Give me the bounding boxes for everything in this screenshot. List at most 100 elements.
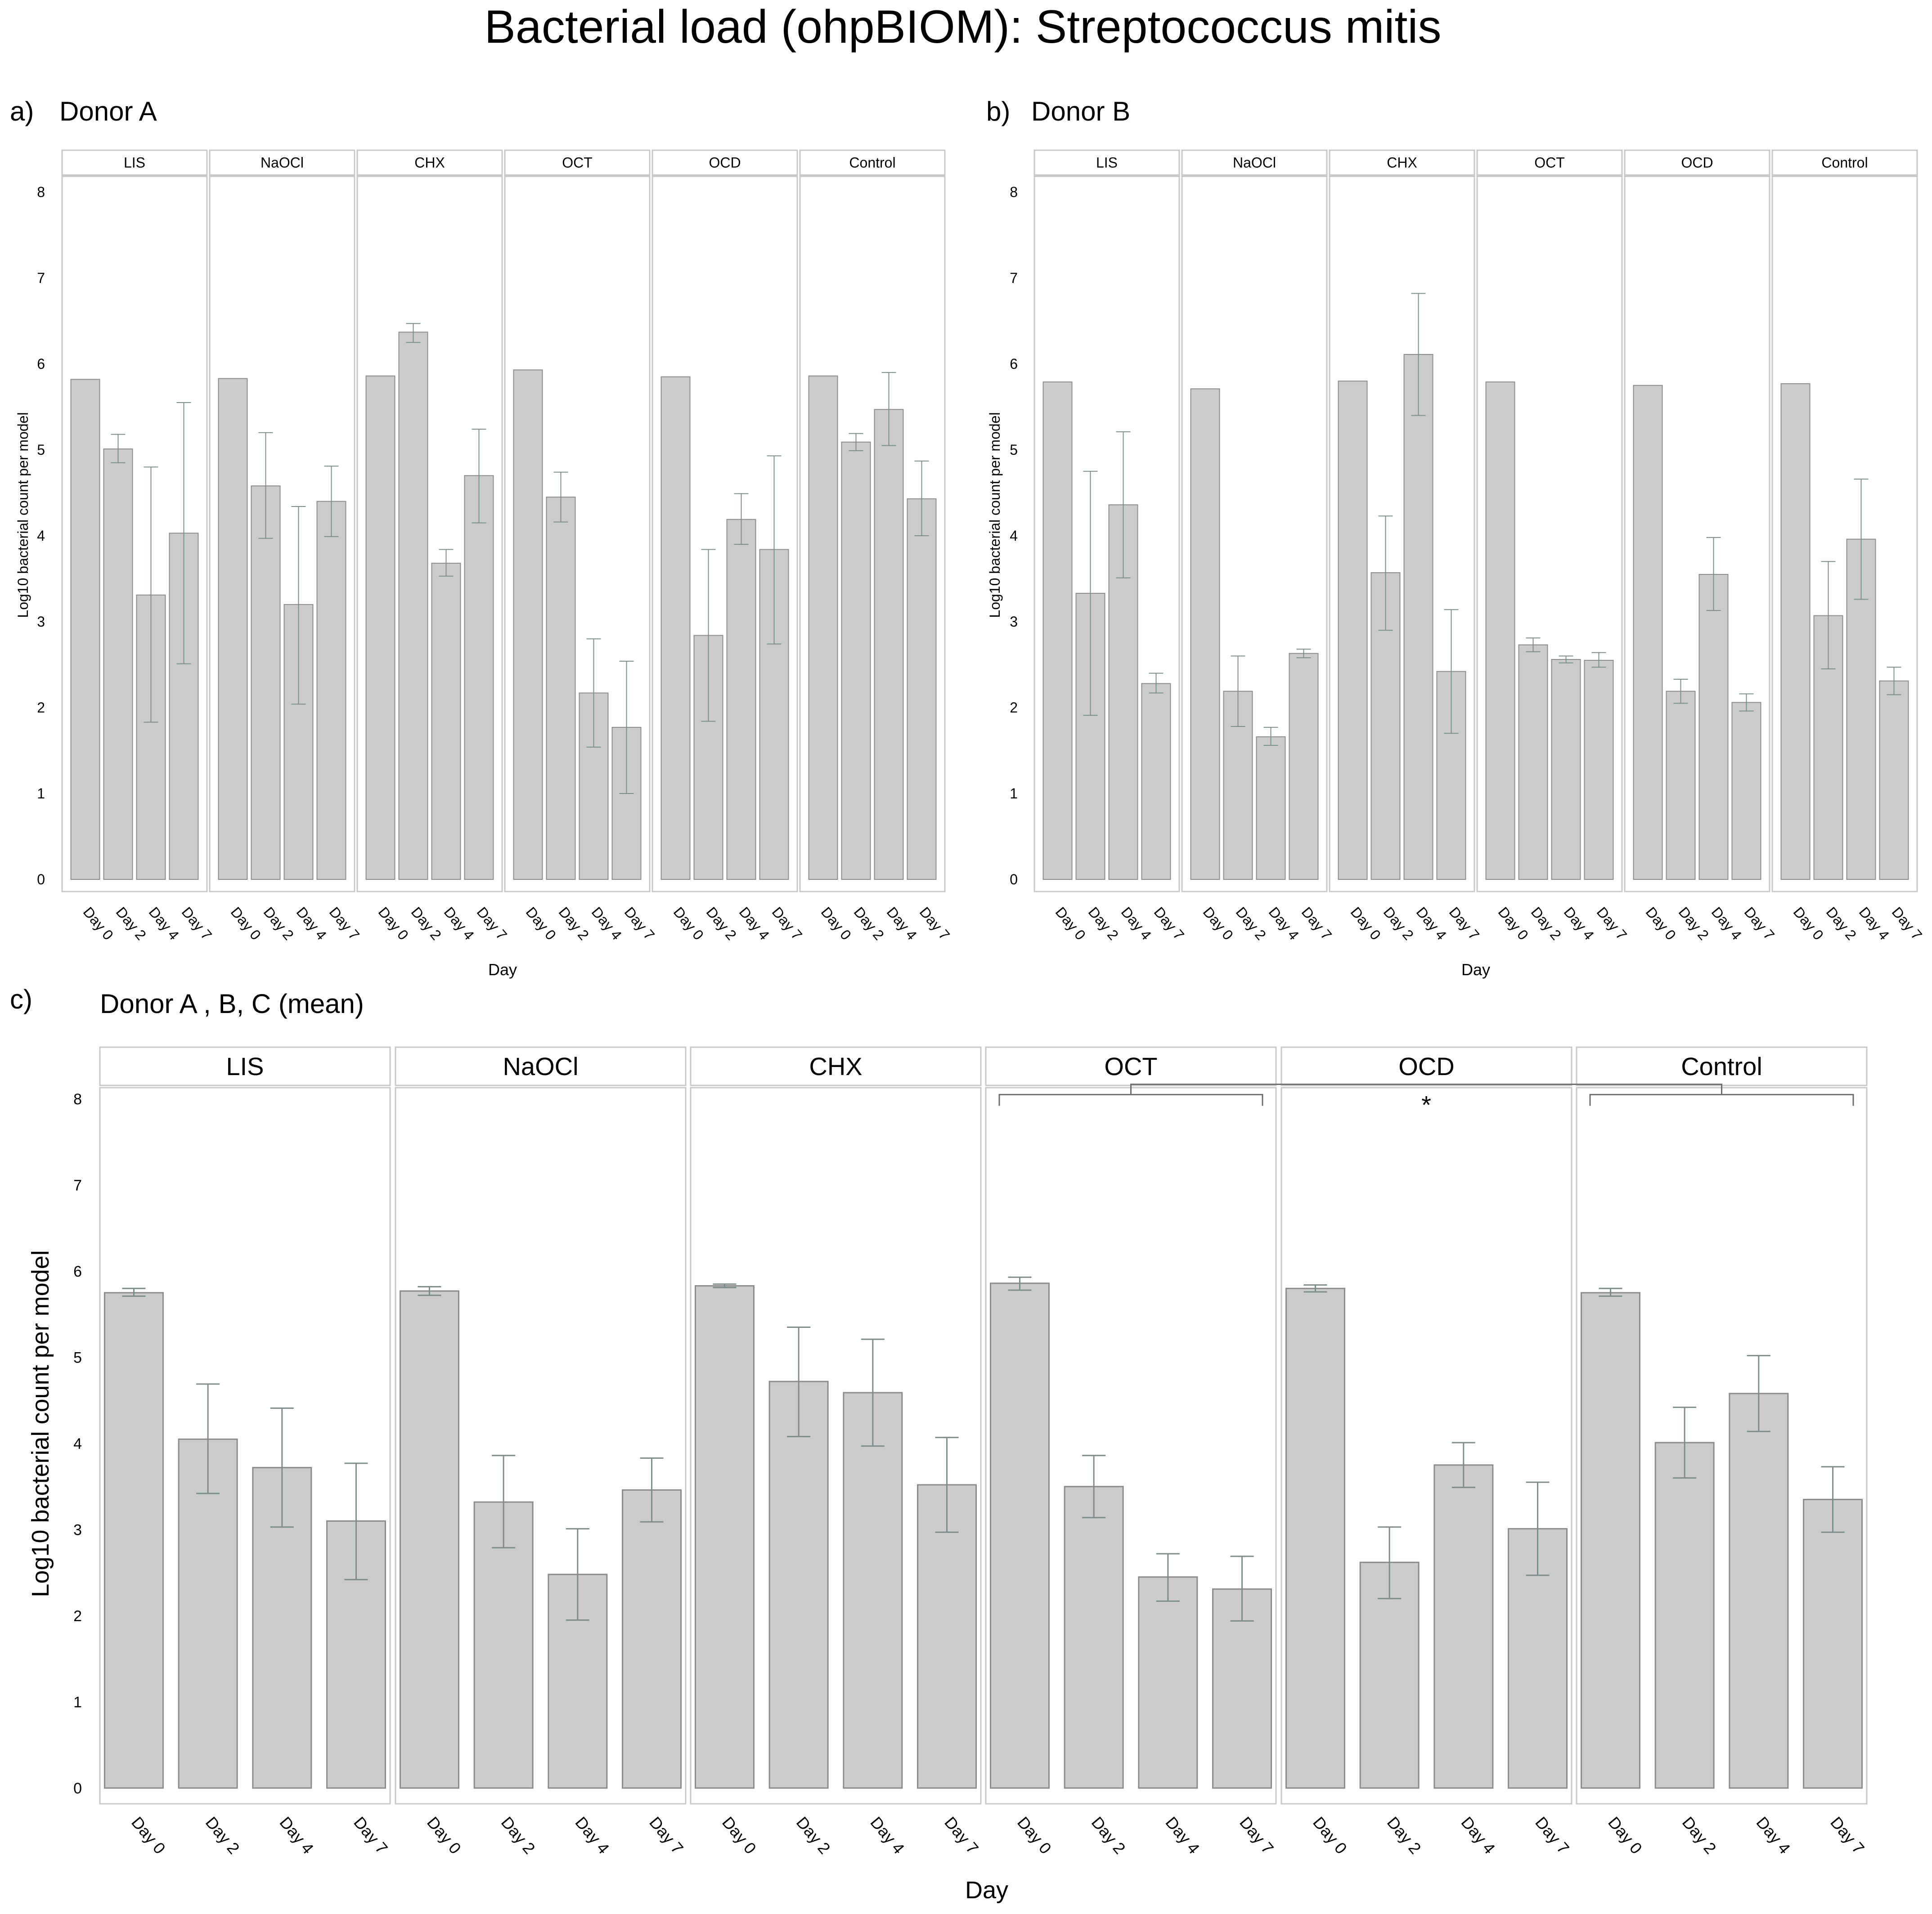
bar — [1731, 702, 1761, 880]
y-tick-label: 7 — [37, 270, 45, 286]
error-bar — [1854, 478, 1869, 600]
error-bar — [418, 1286, 441, 1296]
facet-strip-label: CHX — [809, 1052, 862, 1080]
error-bar — [1599, 1287, 1622, 1297]
error-bar — [701, 549, 716, 722]
y-tick-label: 8 — [1010, 184, 1018, 200]
y-tick-label: 7 — [73, 1177, 82, 1194]
facet-frame — [690, 1087, 982, 1805]
facet-strip-label: OCD — [1398, 1052, 1454, 1080]
bar — [548, 1573, 608, 1789]
facet-frame — [651, 175, 798, 892]
bar — [103, 1292, 164, 1789]
error-bar — [324, 466, 339, 537]
bar — [251, 485, 281, 880]
error-bar — [1739, 693, 1754, 712]
facet-strip — [1329, 149, 1475, 176]
error-bar — [1378, 1526, 1402, 1600]
bar — [874, 409, 904, 880]
bar — [1359, 1561, 1420, 1789]
bar — [843, 1392, 903, 1789]
facet-strip — [1476, 149, 1623, 176]
bar — [1190, 388, 1220, 880]
error-bar — [472, 429, 486, 524]
bar — [1780, 383, 1811, 880]
facet-strip — [61, 149, 208, 176]
y-tick-label: 6 — [37, 356, 45, 372]
error-bar — [1444, 609, 1459, 734]
error-bar — [1747, 1355, 1770, 1432]
facet-strip-label: NaOCl — [261, 155, 304, 171]
error-bar — [1083, 471, 1098, 716]
y-tick-label: 5 — [73, 1349, 82, 1366]
error-bar — [1821, 1466, 1845, 1533]
bar — [694, 1285, 755, 1789]
error-bar — [640, 1457, 664, 1523]
facet-frame — [99, 1087, 391, 1805]
facet-strip-label: Control — [1821, 155, 1868, 171]
error-bar — [1008, 1276, 1032, 1291]
bar — [1433, 1464, 1494, 1789]
bar — [464, 475, 494, 880]
facet-strip-label: NaOCl — [1233, 155, 1276, 171]
panel-subtitle: Donor B — [1031, 96, 1130, 126]
error-bar — [734, 493, 749, 545]
error-bar — [122, 1287, 146, 1297]
y-axis-label: Log10 bacterial count per model — [27, 1250, 54, 1597]
error-bar — [1673, 1407, 1697, 1479]
facet-frame — [1181, 175, 1328, 892]
facet-frame — [1771, 175, 1918, 892]
facet-frame — [799, 175, 946, 892]
error-bar — [1411, 293, 1426, 416]
y-tick-label: 2 — [73, 1608, 82, 1625]
facet-strip — [651, 149, 798, 176]
x-axis-label: Day — [488, 960, 517, 979]
facet-strip-label: CHX — [414, 155, 445, 171]
bar — [1666, 690, 1696, 880]
facet-strip-label: LIS — [1096, 155, 1118, 171]
bar — [1141, 683, 1171, 880]
facet-strip-label: OCD — [1681, 155, 1713, 171]
bar — [178, 1438, 238, 1789]
bar — [399, 1290, 459, 1789]
bar — [622, 1489, 682, 1789]
facet-strip — [1033, 149, 1180, 176]
y-tick-label: 2 — [1010, 699, 1018, 716]
bar — [1138, 1576, 1198, 1789]
y-tick-label: 7 — [1010, 270, 1018, 286]
panel-subtitle: Donor A , B, C (mean) — [100, 989, 364, 1019]
bar — [1256, 736, 1286, 880]
error-bar — [713, 1283, 737, 1288]
facet-strip — [395, 1046, 687, 1086]
error-bar — [1706, 537, 1721, 611]
y-tick-label: 6 — [73, 1263, 82, 1280]
bar — [431, 563, 461, 880]
error-bar — [553, 471, 568, 523]
facet-strip-label: OCT — [1104, 1052, 1157, 1080]
y-tick-label: 2 — [37, 699, 45, 716]
bar — [103, 448, 133, 880]
facet-strip-label: NaOCl — [503, 1052, 578, 1080]
error-bar — [439, 549, 454, 577]
y-axis-label: Log10 bacterial count per model — [987, 412, 1003, 618]
x-axis-label: Day — [965, 1877, 1008, 1904]
error-bar — [787, 1326, 811, 1438]
bar — [989, 1282, 1050, 1789]
bar — [660, 376, 691, 880]
error-bar — [144, 466, 158, 723]
bar — [218, 378, 248, 880]
bar — [1633, 385, 1663, 880]
facet-frame — [1476, 175, 1623, 892]
y-axis-label: Log10 bacterial count per model — [15, 412, 31, 618]
facet-strip — [504, 149, 651, 176]
bar — [1289, 653, 1319, 880]
facet-strip-label: OCD — [709, 155, 741, 171]
y-tick-label: 3 — [73, 1521, 82, 1538]
bar — [1729, 1393, 1789, 1789]
error-bar — [586, 638, 601, 748]
panel-letter: b) — [986, 96, 1010, 126]
